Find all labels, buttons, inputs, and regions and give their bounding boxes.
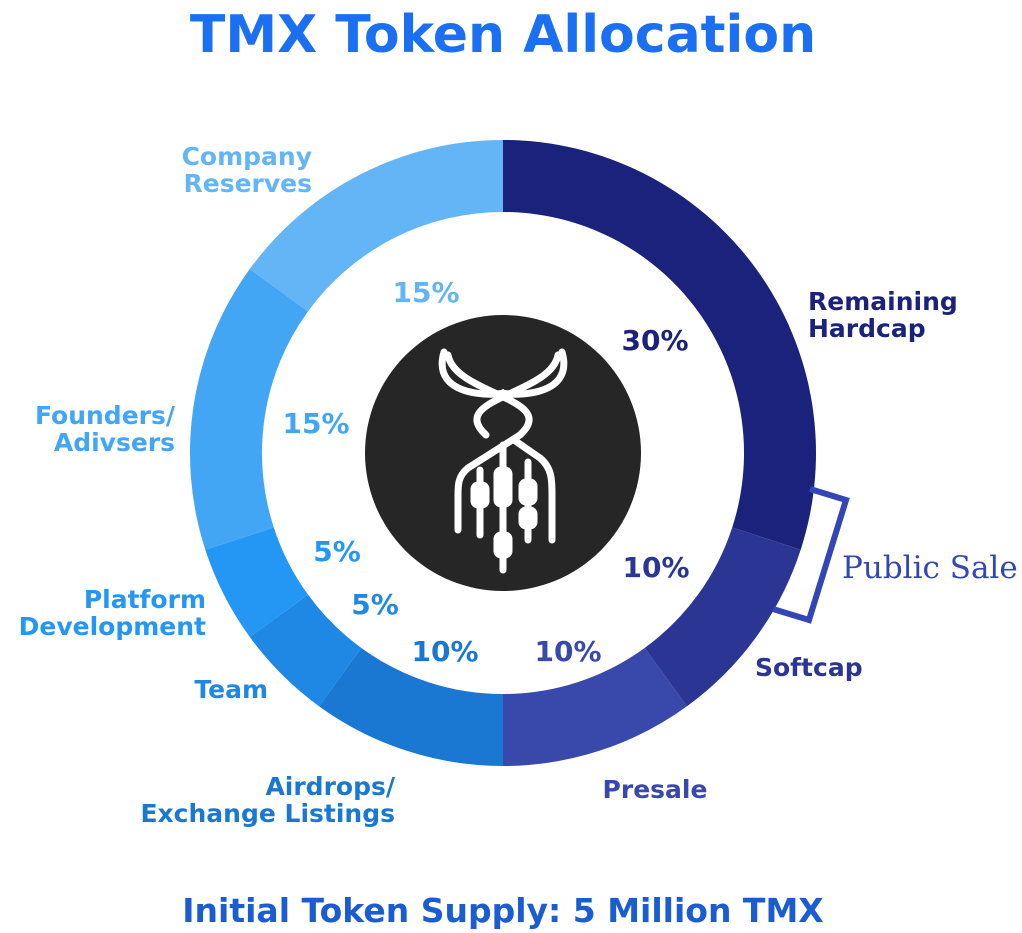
pct-label: 15% (392, 276, 459, 309)
pct-label: 5% (313, 535, 361, 568)
slice-company-reserves (249, 140, 503, 312)
category-label: Remaining Hardcap (808, 287, 958, 343)
category-label: Company Reserves (182, 142, 312, 198)
category-label: Team (194, 675, 268, 704)
slice-founders-adivsers (189, 269, 309, 550)
public-sale-bracket (772, 486, 850, 624)
slice-presale (503, 647, 687, 766)
slice-remaining-hardcap (503, 140, 816, 550)
pct-label: 15% (282, 407, 349, 440)
slice-airdrops-exchange-listings (319, 647, 503, 766)
category-label: Presale (603, 775, 708, 804)
category-label: Founders/Adivsers (35, 401, 176, 457)
category-labels: Remaining Hardcap Softcap Presale Airdrops/E… (19, 142, 958, 828)
percentage-labels: 30% 10% 10% 10% 5% 5% 15% 15% (282, 276, 689, 668)
donut-slices (189, 140, 816, 766)
pct-label: 5% (351, 588, 399, 621)
slice-team (249, 594, 362, 707)
slice-softcap (644, 527, 801, 707)
pct-label: 10% (411, 635, 478, 668)
tmx-logo-icon (438, 348, 568, 574)
pct-label: 10% (622, 551, 689, 584)
category-label: Airdrops/Exchange Listings (140, 772, 395, 828)
public-sale-label: Public Sale (842, 550, 1018, 586)
pct-label: 10% (534, 635, 601, 668)
category-label: Softcap (755, 653, 863, 682)
chart-title: TMX Token Allocation (190, 5, 816, 65)
category-label: Platform Development (19, 585, 206, 641)
chart-subtitle: Initial Token Supply: 5 Million TMX (182, 891, 823, 930)
pct-label: 30% (621, 324, 688, 357)
center-logo (365, 315, 641, 591)
slice-platform-development (205, 527, 309, 637)
